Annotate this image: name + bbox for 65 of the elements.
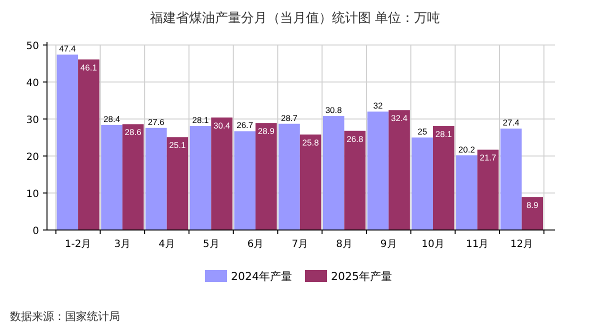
data-label: 27.4 bbox=[502, 118, 520, 128]
bar bbox=[432, 126, 454, 230]
data-label: 28.7 bbox=[280, 112, 298, 123]
bar bbox=[145, 128, 167, 230]
data-label: 25 bbox=[418, 126, 428, 136]
bar bbox=[234, 131, 256, 230]
data-label: 30.4 bbox=[214, 120, 230, 131]
x-tick-label: 6月 bbox=[247, 239, 264, 250]
y-tick-label: 10 bbox=[26, 189, 39, 200]
x-tick-label: 3月 bbox=[114, 239, 131, 250]
bar bbox=[211, 118, 232, 230]
bar bbox=[388, 110, 410, 230]
x-tick-label: 9月 bbox=[380, 239, 397, 250]
chart-title: 福建省煤油产量分月（当月值）统计图 单位：万吨 bbox=[150, 11, 440, 26]
bar bbox=[367, 112, 389, 230]
bar bbox=[101, 124, 122, 230]
data-label: 27.6 bbox=[148, 116, 165, 127]
data-label: 20.2 bbox=[458, 144, 476, 154]
bar bbox=[190, 126, 212, 230]
bar bbox=[300, 134, 322, 230]
data-label: 25.8 bbox=[302, 138, 320, 148]
data-label: 28.1 bbox=[435, 129, 452, 140]
data-label: 8.9 bbox=[526, 200, 539, 210]
y-tick-label: 40 bbox=[26, 78, 39, 89]
source-note: 数据来源：国家统计局 bbox=[10, 310, 120, 323]
x-tick-label: 7月 bbox=[292, 239, 308, 250]
bar bbox=[477, 150, 499, 230]
bar bbox=[166, 137, 188, 230]
data-label: 46.1 bbox=[80, 62, 98, 72]
data-label: 21.7 bbox=[480, 152, 497, 163]
bar bbox=[322, 116, 344, 230]
data-label: 26.7 bbox=[236, 120, 254, 130]
bar bbox=[500, 128, 522, 230]
data-label: 28.1 bbox=[192, 115, 210, 126]
y-tick-label: 0 bbox=[32, 226, 39, 237]
bar bbox=[256, 123, 277, 230]
data-label: 25.1 bbox=[169, 140, 186, 150]
data-label: 28.4 bbox=[104, 114, 120, 124]
data-label: 28.9 bbox=[258, 126, 275, 136]
bar bbox=[122, 124, 144, 230]
bar bbox=[522, 197, 544, 230]
data-label: 32 bbox=[373, 100, 383, 111]
bar bbox=[456, 155, 478, 230]
data-label: 32.4 bbox=[391, 113, 408, 124]
bar bbox=[412, 138, 433, 230]
x-tick-label: 12月 bbox=[510, 239, 534, 250]
bar bbox=[78, 59, 100, 230]
x-tick-label: 11月 bbox=[466, 239, 489, 250]
legend-label: 2025年产量 bbox=[331, 270, 392, 283]
y-tick-label: 30 bbox=[26, 115, 39, 126]
bar bbox=[278, 124, 300, 230]
legend-label: 2024年产量 bbox=[231, 270, 292, 283]
x-tick-label: 5月 bbox=[202, 239, 220, 250]
x-tick-label: 4月 bbox=[158, 239, 175, 250]
x-tick-label: 1-2月 bbox=[64, 239, 92, 250]
data-label: 30.8 bbox=[325, 105, 342, 116]
y-tick-label: 20 bbox=[26, 152, 39, 163]
data-label: 28.6 bbox=[124, 127, 142, 138]
x-tick-label: 8月 bbox=[336, 239, 352, 250]
y-tick-label: 50 bbox=[26, 41, 39, 52]
bar bbox=[56, 54, 78, 230]
x-tick-label: 10月 bbox=[422, 239, 444, 250]
data-label: 26.8 bbox=[346, 134, 364, 144]
data-label: 47.4 bbox=[59, 44, 76, 54]
bar bbox=[344, 130, 366, 230]
